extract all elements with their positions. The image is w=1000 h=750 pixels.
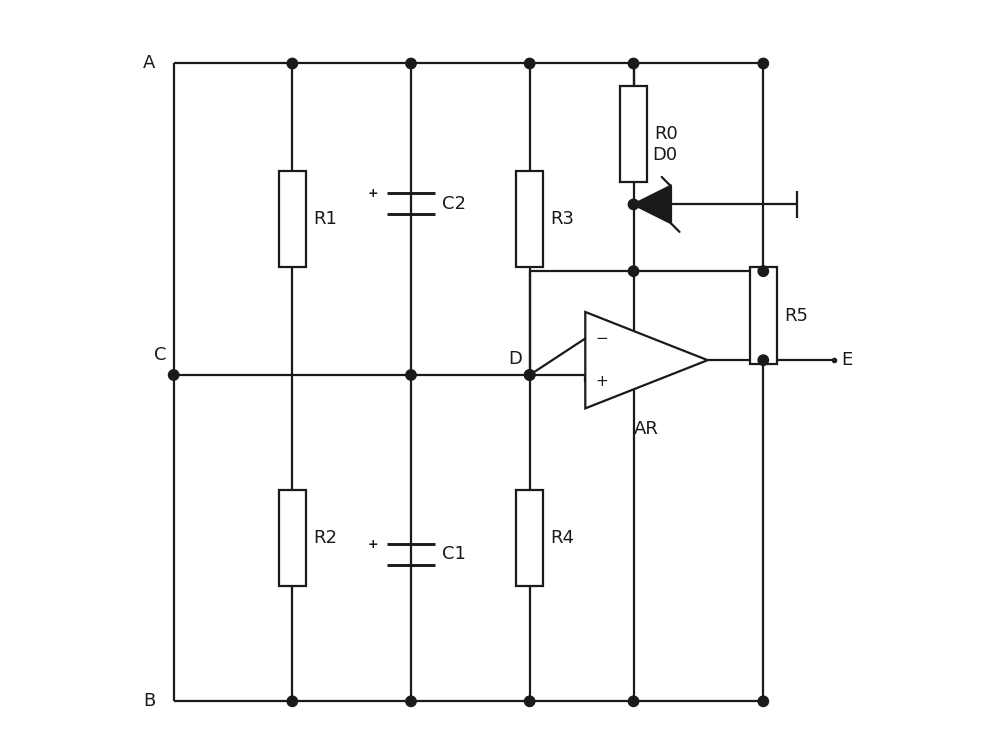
Bar	[516, 490, 543, 586]
Text: R2: R2	[313, 530, 337, 548]
Circle shape	[406, 370, 416, 380]
Circle shape	[406, 696, 416, 706]
Polygon shape	[634, 186, 671, 223]
Text: C1: C1	[442, 545, 466, 563]
Bar	[620, 86, 647, 182]
Bar	[279, 171, 306, 268]
Circle shape	[287, 696, 298, 706]
Circle shape	[628, 200, 639, 209]
Text: AR: AR	[634, 419, 659, 437]
Circle shape	[524, 370, 535, 380]
Text: +: +	[368, 538, 378, 550]
Text: E: E	[841, 351, 852, 369]
Circle shape	[406, 58, 416, 69]
Circle shape	[628, 58, 639, 69]
Text: R4: R4	[550, 530, 574, 548]
Text: C2: C2	[442, 195, 466, 213]
Circle shape	[287, 58, 298, 69]
Text: A: A	[143, 55, 155, 73]
Circle shape	[758, 696, 768, 706]
Circle shape	[524, 58, 535, 69]
Text: R0: R0	[654, 125, 678, 143]
Text: R5: R5	[784, 307, 808, 325]
Circle shape	[758, 58, 768, 69]
Text: −: −	[595, 331, 608, 346]
Circle shape	[758, 266, 768, 276]
Circle shape	[524, 696, 535, 706]
Polygon shape	[585, 312, 708, 408]
Text: R1: R1	[313, 210, 337, 228]
Circle shape	[628, 266, 639, 276]
Text: B: B	[143, 692, 155, 710]
Text: R3: R3	[550, 210, 574, 228]
Circle shape	[628, 696, 639, 706]
Text: D0: D0	[652, 146, 677, 164]
Text: +: +	[595, 374, 608, 389]
Text: D: D	[508, 350, 522, 368]
Circle shape	[524, 370, 535, 380]
Bar	[279, 490, 306, 586]
Circle shape	[168, 370, 179, 380]
Bar	[516, 171, 543, 268]
Text: C: C	[154, 346, 166, 364]
Circle shape	[758, 355, 768, 365]
Text: +: +	[368, 187, 378, 200]
Bar	[750, 268, 777, 364]
